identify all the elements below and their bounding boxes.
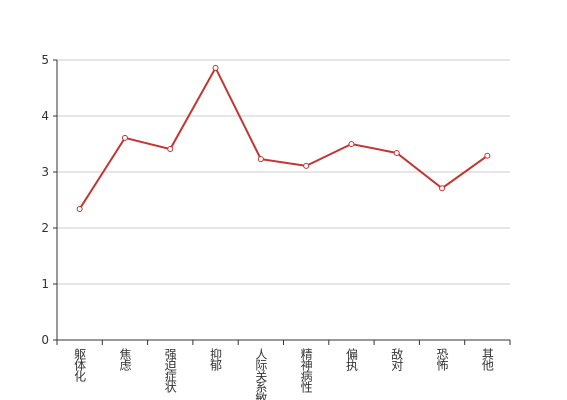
x-tick-label: 恐怖 [435,348,449,371]
x-tick-label: 躯体化 [73,347,87,383]
y-tick-label: 3 [41,165,49,179]
x-tick-label: 焦虑 [118,348,132,371]
point [167,146,174,153]
point [439,185,446,192]
x-tick-label: 偏执 [344,347,358,372]
y-tick-label: 1 [41,277,49,291]
point [121,134,128,141]
point [484,152,491,159]
x-tick-label: 抑郁 [209,347,223,372]
line [78,65,488,210]
x-tick-label: 敌对 [390,347,404,371]
point [76,205,83,212]
y-tick-label: 4 [41,109,49,123]
x-tick-label: 强迫症状 [163,348,177,393]
x-tick-label: 人际关系敏感 [254,348,268,400]
point [257,156,264,163]
point [212,64,219,71]
y-tick-label: 2 [41,221,49,235]
y-tick-label: 0 [41,333,49,347]
point [348,141,355,147]
point [303,162,310,169]
x-tick-label: 其他 [480,348,494,371]
x-tick-label: 精神病性 [299,348,313,394]
point [393,149,400,156]
y-tick-label: 5 [41,53,49,67]
